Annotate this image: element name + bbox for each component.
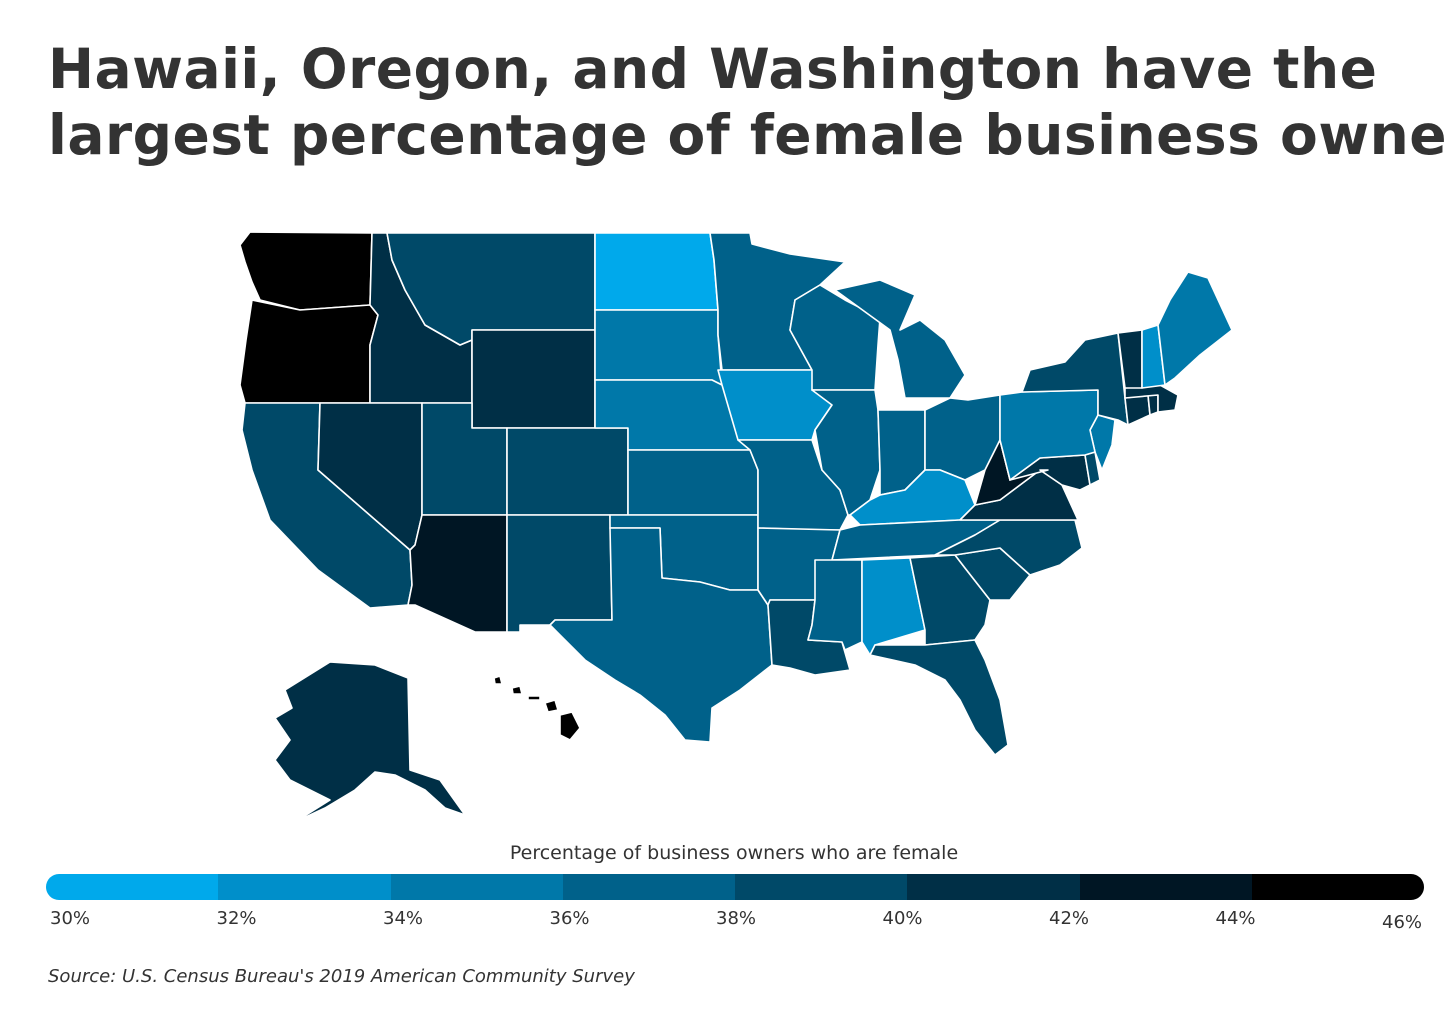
state-ks xyxy=(627,449,759,516)
legend-tick-label: 46% xyxy=(1381,912,1423,933)
source-note: Source: U.S. Census Bureau's 2019 Americ… xyxy=(48,966,635,987)
state-co xyxy=(506,427,629,516)
legend-swatch-6 xyxy=(907,874,1080,900)
legend-ticks: 30% 32% 34% 36% 38% 40% 42% 44% 46% xyxy=(0,908,1450,938)
state-ms xyxy=(807,559,863,651)
legend-tick-label: 34% xyxy=(382,908,424,929)
legend-caption: Percentage of business owners who are fe… xyxy=(509,842,959,864)
state-ak xyxy=(274,661,466,823)
state-me xyxy=(1157,271,1233,386)
chart-title: Hawaii, Oregon, and Washington have the … xyxy=(48,36,1450,168)
state-il xyxy=(811,389,881,516)
legend-swatch-2 xyxy=(218,874,391,900)
state-wy xyxy=(471,329,596,429)
legend-swatch-7 xyxy=(1079,874,1252,900)
state-az xyxy=(407,514,508,633)
state-hi-molokai xyxy=(527,695,541,701)
legend-swatch-1 xyxy=(46,874,219,900)
title-line-2: largest percentage of female business ow… xyxy=(48,103,1450,167)
state-ma xyxy=(1124,384,1179,413)
state-or xyxy=(239,299,379,404)
legend-swatch-4 xyxy=(562,874,735,900)
state-mi xyxy=(834,279,966,399)
legend-tick-label: 36% xyxy=(549,908,590,929)
legend-tick-label: 44% xyxy=(1215,908,1256,929)
legend-tick-label: 42% xyxy=(1048,908,1090,929)
legend-color-scale xyxy=(46,874,1424,900)
state-wi xyxy=(789,284,881,391)
state-hi-kauai xyxy=(493,675,503,685)
legend-tick-label: 30% xyxy=(49,908,91,929)
legend-tick-label: 38% xyxy=(715,908,757,929)
state-sd xyxy=(594,309,723,386)
state-nm xyxy=(506,514,613,633)
state-hi-big-island xyxy=(559,711,581,741)
legend-tick-label: 32% xyxy=(216,908,257,929)
title-line-1: Hawaii, Oregon, and Washington have the xyxy=(48,37,1378,101)
state-tx xyxy=(549,527,773,743)
state-ct xyxy=(1124,394,1151,426)
state-nc xyxy=(934,519,1083,576)
legend-swatch-3 xyxy=(390,874,563,900)
state-hi-oahu xyxy=(511,685,523,695)
state-nd xyxy=(594,232,719,311)
state-hi xyxy=(493,675,581,741)
legend-swatch-5 xyxy=(735,874,908,900)
legend-swatch-8 xyxy=(1251,874,1424,900)
state-ri xyxy=(1147,394,1159,416)
us-choropleth-map xyxy=(239,231,1233,823)
state-wa xyxy=(239,231,373,311)
state-hi-maui xyxy=(544,699,559,713)
legend-tick-label: 40% xyxy=(882,908,923,929)
state-fl xyxy=(869,639,1009,756)
